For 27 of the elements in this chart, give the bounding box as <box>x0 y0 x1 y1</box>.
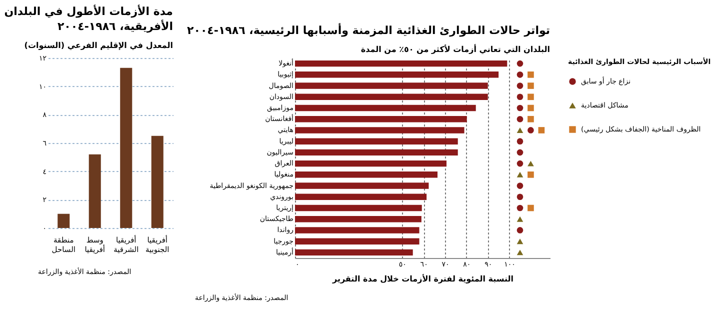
chart-title: تواتر حالات الطوارئ الغذائية المزمنة وأسبابها الرئيسية، ١٩٨٦-٢٠٠٤ <box>187 23 550 37</box>
x-axis-title: النسبة المئوية لفترة الأزمات خلال مدة التقرير <box>331 274 514 284</box>
y-axis-title: البلدان التي تعاني أزمات لأكثر من ٥٠٪ من المدة <box>360 44 550 54</box>
bar <box>295 238 420 244</box>
bar <box>295 104 476 112</box>
bar <box>295 138 458 144</box>
bar <box>151 136 164 228</box>
bar <box>295 127 464 134</box>
bar <box>295 204 422 212</box>
bar <box>295 72 499 78</box>
bar <box>88 154 101 228</box>
chart-title: مدة الأزمات الأطول في البلدان الأفريقية، ١٩٨٦-٢٠٠٤ <box>4 4 173 33</box>
bar <box>295 194 427 200</box>
y-axis-title: المعدل في الإقليم الفرعي (السنوات) <box>24 41 174 50</box>
bar <box>295 160 446 167</box>
bar <box>295 149 458 156</box>
bar <box>58 214 70 228</box>
bar <box>295 172 438 178</box>
bar <box>295 60 508 67</box>
bar <box>295 182 429 189</box>
bar <box>295 249 413 256</box>
bar <box>295 94 488 100</box>
bar <box>295 216 422 222</box>
bar <box>295 82 488 89</box>
bar <box>120 68 132 228</box>
bar <box>295 116 467 122</box>
bar <box>295 227 420 234</box>
